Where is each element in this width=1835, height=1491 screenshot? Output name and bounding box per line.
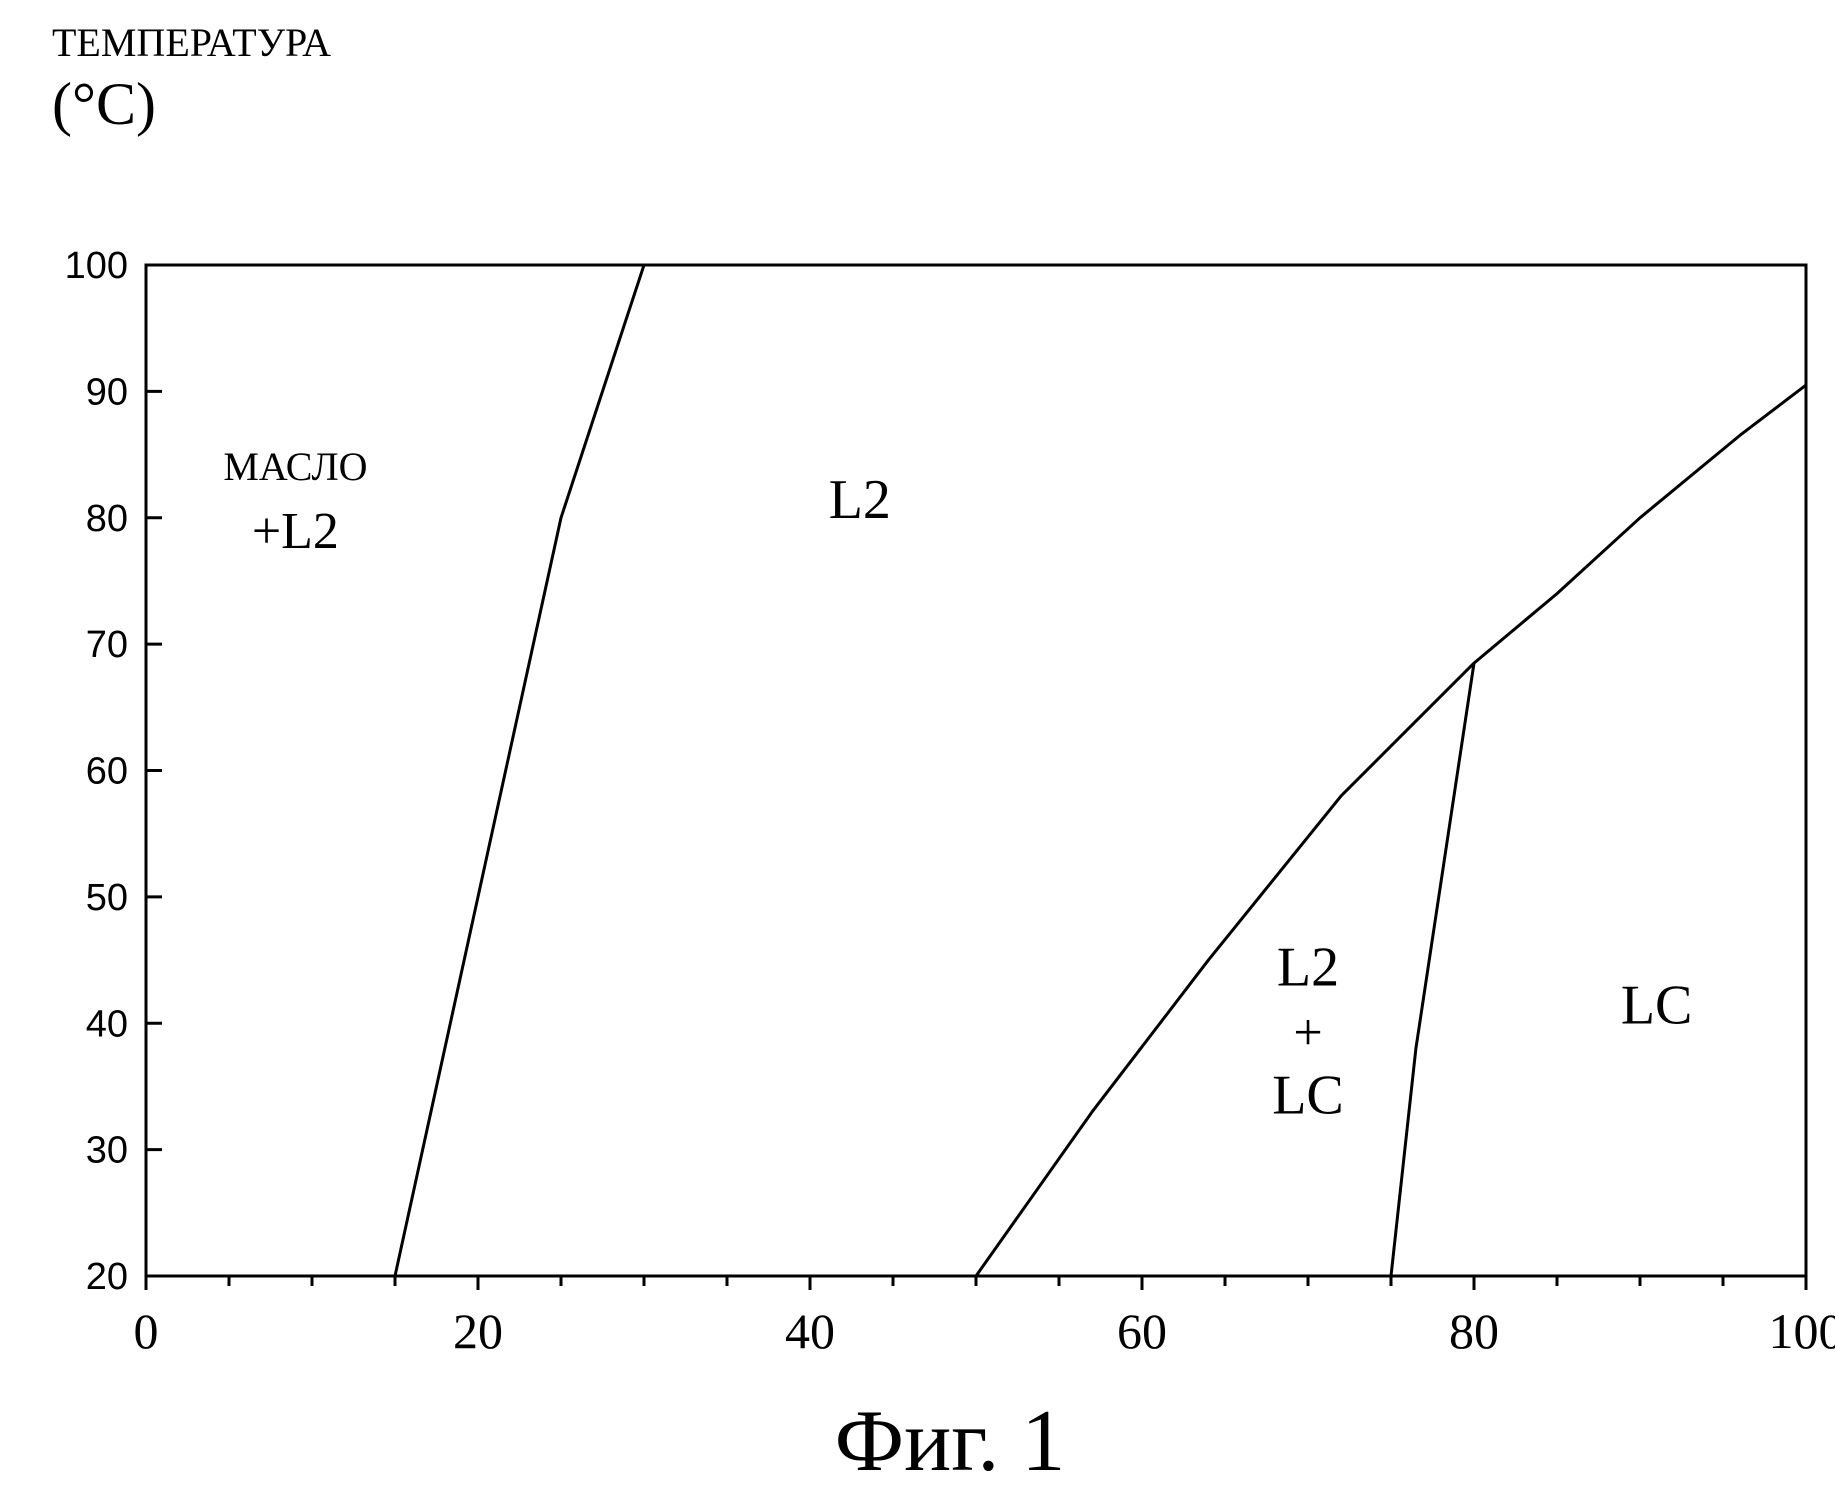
region-label: + [1293, 1004, 1322, 1061]
x-tick-label: 80 [1449, 1303, 1499, 1359]
phase-boundary-line [1389, 662, 1476, 1277]
figure-caption: Фиг. 1 [835, 1393, 1066, 1490]
x-tick-label: 0 [134, 1303, 159, 1359]
x-tick-label: 100 [1769, 1303, 1835, 1359]
region-label: L2 [1277, 936, 1339, 998]
region-label: LC [1621, 974, 1693, 1036]
x-tick-label: 60 [1117, 1303, 1167, 1359]
y-axis-title-line1: ТЕМПЕРАТУРА [52, 20, 331, 65]
y-tick-label: 40 [86, 1003, 128, 1045]
region-label: LC [1272, 1064, 1344, 1126]
phase-boundary-line [974, 383, 1807, 1277]
region-label: L2 [829, 469, 891, 531]
y-tick-label: 90 [86, 371, 128, 413]
y-axis-title-line2: (°C) [52, 71, 156, 137]
x-tick-label: 20 [453, 1303, 503, 1359]
y-axis-ticks: 20 30 40 50 60 70 80 90 100 [65, 245, 162, 1298]
plot-frame [144, 263, 1808, 1278]
y-tick-label: 70 [86, 624, 128, 666]
y-tick-label: 100 [65, 245, 128, 287]
y-tick-label: 60 [86, 751, 128, 793]
y-tick-label: 80 [86, 498, 128, 540]
phase-boundaries [393, 264, 1808, 1277]
y-tick-label: 20 [86, 1256, 128, 1298]
region-label: +L2 [252, 503, 339, 560]
phase-boundary-line [393, 264, 646, 1277]
region-label: МАСЛО [223, 444, 367, 489]
y-tick-label: 50 [86, 877, 128, 919]
y-tick-label: 30 [86, 1130, 128, 1172]
x-axis-ticks: 0 20 40 60 80 100 [134, 1276, 1835, 1359]
x-tick-label: 40 [785, 1303, 835, 1359]
